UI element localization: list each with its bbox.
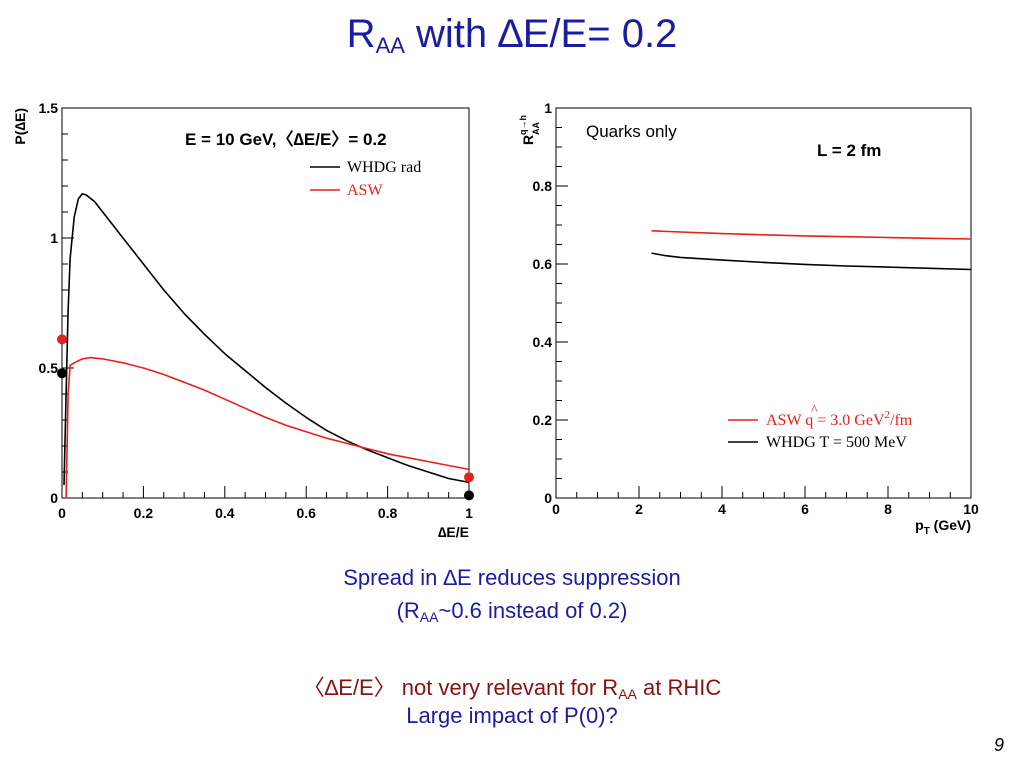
y-tick-label: 0	[50, 490, 58, 506]
left-legend: WHDG rad ASW	[310, 159, 421, 199]
y-tick-label: 0.4	[533, 334, 553, 350]
x-tick-label: 10	[963, 501, 979, 517]
legend-label-whdg-right: WHDG T = 500 MeV	[766, 434, 907, 451]
caption-spread: Spread in ∆E reduces suppression	[343, 565, 681, 590]
caption2-post: ~0.6 instead of 0.2)	[438, 598, 628, 623]
left-y-axis-title: P(∆E)	[12, 108, 28, 145]
series-line-0	[651, 230, 972, 240]
y-axis-title-sub: AA	[531, 122, 541, 135]
x-tick-label: 6	[801, 501, 809, 517]
left-chart-title: E = 10 GeV,〈∆E/E〉= 0.2	[185, 129, 387, 149]
x-tick-label: 0.4	[215, 505, 235, 521]
plot-frame-right	[555, 107, 972, 499]
caption3-post: at RHIC	[636, 675, 722, 700]
y-tick-label: 1	[50, 230, 58, 246]
legend-asw-qhat: q	[805, 412, 813, 429]
y-tick-label: 0.6	[533, 256, 553, 272]
title-main: R	[346, 12, 376, 56]
x-tick-label: 2	[635, 501, 643, 517]
left-series-group	[57, 193, 474, 501]
series-line-1	[65, 356, 470, 499]
x-tick-label: 0.6	[296, 505, 316, 521]
caption3-sub: AA	[618, 686, 637, 702]
qhat-hat-mark: ^	[811, 403, 818, 418]
legend-asw-name: ASW	[766, 412, 802, 429]
right-series-group	[651, 230, 972, 271]
x-tick-label: 0	[552, 501, 560, 517]
page-number: 9	[993, 735, 1004, 755]
annotation-quarks-only: Quarks only	[586, 122, 677, 141]
x-tick-label: 4	[718, 501, 726, 517]
x-tick-label: 8	[884, 501, 892, 517]
x-axis-title-rest: (GeV)	[930, 517, 971, 533]
right-axis-ticks	[555, 107, 972, 499]
series-line-1	[651, 252, 972, 271]
legend-asw-sup: 2	[885, 409, 891, 421]
left-x-axis-title: ∆E/E	[438, 524, 469, 540]
annotation-path-length: L = 2 fm	[817, 141, 881, 160]
legend-label-whdg: WHDG rad	[347, 159, 421, 176]
title-subscript: AA	[375, 33, 405, 58]
right-y-axis-title: R q→h AA	[518, 115, 541, 145]
legend-label-asw: ASW	[347, 182, 383, 199]
right-x-tick-labels: 0 2 4 6 8 10	[552, 501, 979, 517]
y-tick-label: 1.5	[39, 100, 59, 116]
x-tick-label: 0.2	[134, 505, 154, 521]
marker-point-3	[464, 490, 474, 501]
left-y-tick-labels: 0 0.5 1 1.5	[39, 100, 59, 506]
legend-asw-end: /fm	[890, 412, 913, 429]
caption-question: Large impact of P(0)?	[406, 703, 618, 728]
legend-label-asw-right: ASW q = 3.0 GeV2/fm	[766, 409, 913, 429]
y-tick-label: 0.2	[533, 412, 553, 428]
x-tick-label: 0.8	[378, 505, 398, 521]
y-axis-title-r: R	[520, 135, 536, 145]
caption-relevance: 〈∆E/E〉 not very relevant for RAA at RHIC	[0, 670, 1024, 702]
left-x-tick-labels: 0 0.2 0.4 0.6 0.8 1	[58, 505, 473, 521]
legend-asw-rest: = 3.0 GeV	[813, 412, 885, 429]
series-line-0	[63, 193, 470, 486]
y-tick-label: 0.8	[533, 178, 553, 194]
slide-title: RAA with ∆E/E= 0.2	[0, 12, 1024, 59]
x-axis-title-sub: T	[924, 526, 930, 537]
caption2-sub: AA	[419, 609, 439, 625]
marker-point-1	[57, 368, 67, 379]
marker-point-2	[464, 472, 474, 483]
x-tick-label: 1	[465, 505, 473, 521]
right-y-tick-labels: 0 0.2 0.4 0.6 0.8 1	[533, 100, 553, 506]
x-axis-title-p: p	[915, 517, 924, 533]
y-tick-label: 0	[544, 490, 552, 506]
y-axis-title-sup: q→h	[518, 115, 528, 135]
caption3-pre: 〈∆E/E〉 not very relevant for R	[302, 675, 619, 700]
y-tick-label: 1	[544, 100, 552, 116]
y-tick-label: 0.5	[39, 360, 59, 376]
caption2-pre: (R	[396, 598, 420, 623]
caption-raa-value: (RAA~0.6 instead of 0.2)	[0, 598, 1024, 625]
right-legend: ASW q = 3.0 GeV2/fm ^ WHDG T = 500 MeV	[728, 403, 913, 451]
x-tick-label: 0	[58, 505, 66, 521]
marker-point-0	[57, 334, 67, 345]
title-rest: with ∆E/E= 0.2	[404, 12, 678, 56]
right-x-axis-title: pT (GeV)	[915, 517, 971, 537]
